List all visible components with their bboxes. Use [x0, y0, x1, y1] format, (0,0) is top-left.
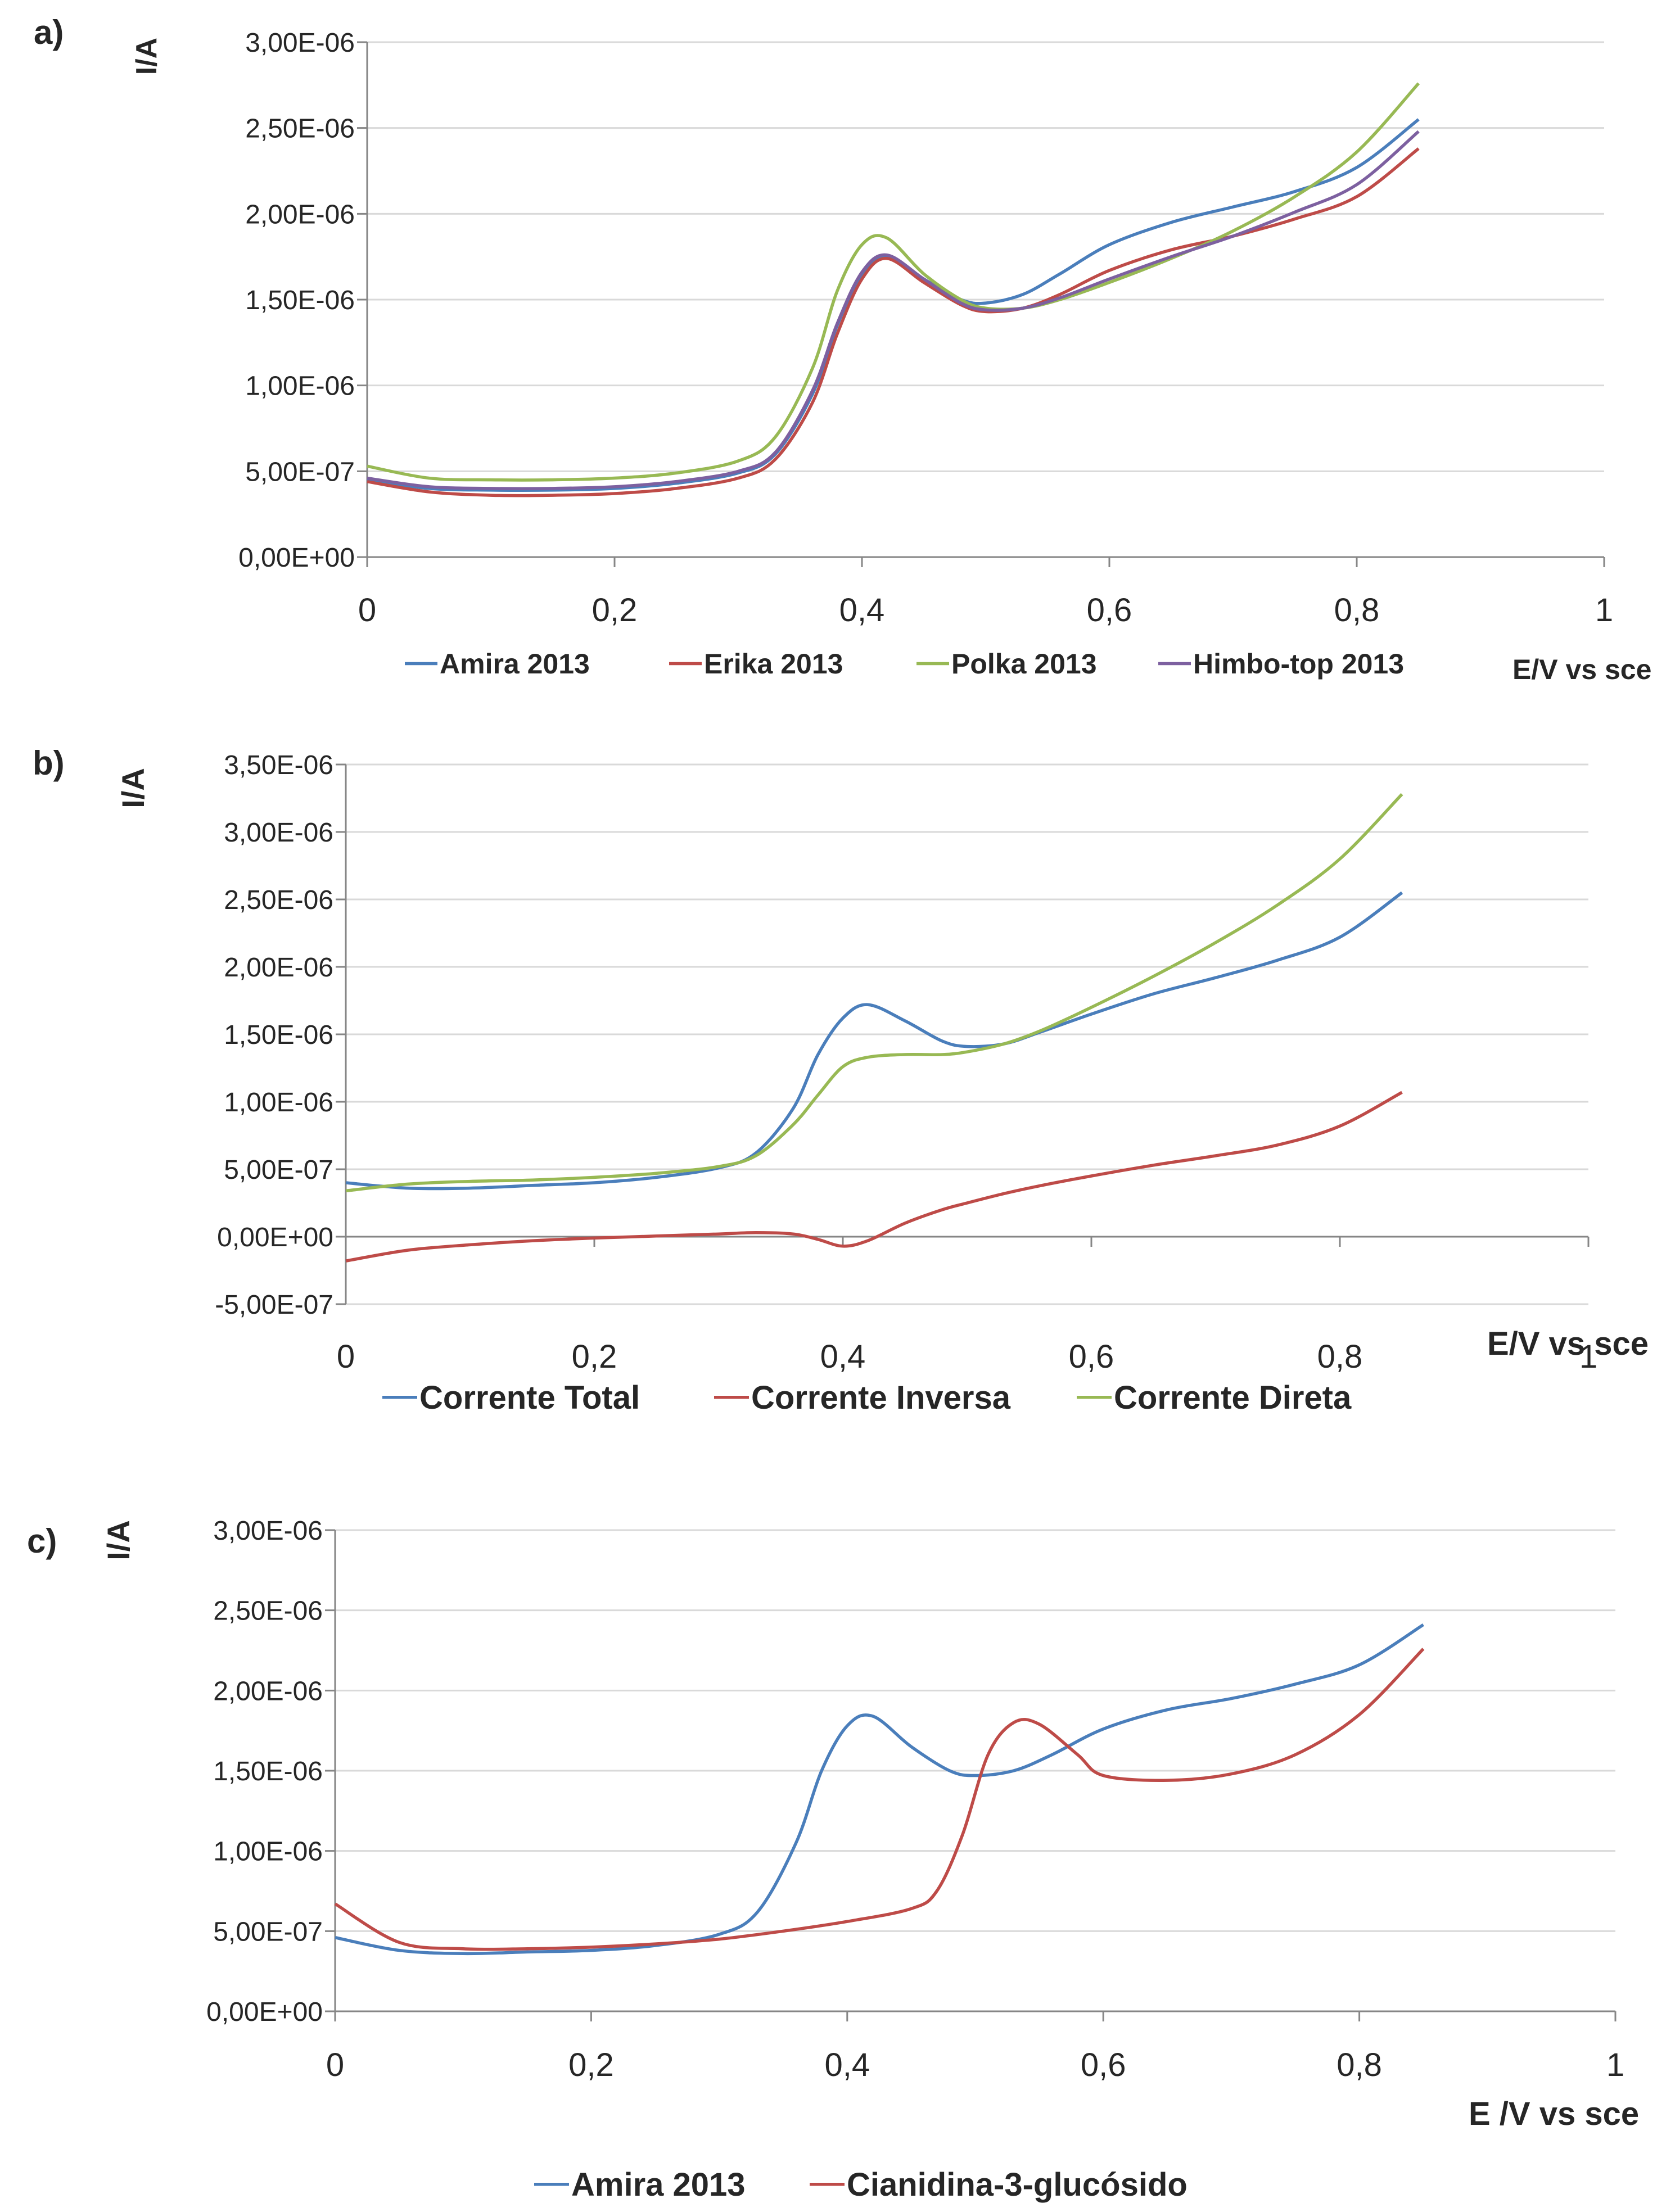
panel-a: a) I/A 0,00E+00 5,00E-07 1,00E-06 1,50E-06 2… [34, 13, 1651, 685]
series-line [345, 891, 1403, 1191]
panel-c-label: c) [27, 1522, 57, 1560]
legend-label: Polka 2013 [951, 648, 1097, 680]
panel-c: c) I/A 0,00E+00 5,00E-07 1,00E-06 1,50E-06 2… [27, 1516, 1639, 2203]
x-tick-label: 0,8 [1334, 592, 1380, 628]
series-line [367, 118, 1420, 492]
x-tick-label: 0,4 [824, 2047, 870, 2083]
y-tick-label: 2,50E-06 [213, 1596, 323, 1626]
y-tick-label: 2,00E-06 [213, 1676, 323, 1706]
series-line [345, 1091, 1403, 1263]
y-tick-label: 1,50E-06 [245, 286, 355, 315]
panel-b-ylabel: I/A [115, 768, 151, 808]
y-tick-label: 5,00E-07 [245, 457, 355, 487]
y-tick-label: 3,00E-06 [213, 1516, 323, 1546]
y-tick-label: 0,00E+00 [238, 543, 355, 573]
y-tick-label: 3,50E-06 [224, 750, 333, 780]
x-tick-label: 1 [1579, 1338, 1597, 1375]
y-tick-label: 2,50E-06 [224, 885, 333, 915]
x-tick-label: 0 [358, 592, 376, 628]
y-tick-label: 1,00E-06 [213, 1837, 323, 1867]
x-tick-label: 0,6 [1087, 592, 1132, 628]
y-tick-label: 3,00E-06 [224, 818, 333, 848]
panel-a-xlabel: E/V vs sce [1512, 654, 1651, 685]
panel-c-xlabel: E /V vs sce [1469, 2096, 1639, 2132]
legend-label: Himbo-top 2013 [1193, 648, 1404, 680]
panel-c-ylabel: I/A [101, 1520, 136, 1560]
panel-b-legend: Corrente Total Corrente Inversa Corrente D… [382, 1379, 1352, 1416]
x-tick-label: 0,6 [1069, 1338, 1114, 1375]
y-tick-label: 1,50E-06 [224, 1020, 333, 1050]
panel-b-plot: -5,00E-07 0,00E+00 5,00E-07 1,00E-06 1,50E-0… [215, 750, 1597, 1375]
x-tick-label: 0,2 [592, 592, 638, 628]
y-tick-label: -5,00E-07 [215, 1290, 333, 1320]
panel-b: b) I/A -5,00E-07 0,00E+00 5,00E-07 1,00E-06… [33, 744, 1649, 1416]
x-tick-label: 1 [1606, 2047, 1624, 2083]
x-tick-label: 0 [326, 2047, 344, 2083]
y-tick-label: 1,50E-06 [213, 1757, 323, 1786]
x-tick-label: 0,8 [1337, 2047, 1382, 2083]
legend-label: Corrente Inversa [751, 1379, 1011, 1416]
x-tick-label: 0,2 [572, 1338, 617, 1375]
series-line [335, 1623, 1424, 1956]
x-tick-label: 0,4 [820, 1338, 866, 1375]
y-tick-label: 1,00E-06 [245, 372, 355, 401]
legend-label: Amira 2013 [440, 648, 590, 680]
x-tick-label: 0 [337, 1338, 355, 1375]
y-tick-label: 5,00E-07 [213, 1917, 323, 1947]
x-tick-label: 1 [1595, 592, 1613, 628]
series-line [367, 82, 1420, 482]
legend-label: Amira 2013 [571, 2166, 746, 2203]
panel-a-ylabel: I/A [130, 38, 163, 75]
legend-label: Corrente Direta [1114, 1379, 1352, 1416]
x-tick-label: 0,6 [1081, 2047, 1126, 2083]
series-line [345, 793, 1403, 1193]
x-tick-label: 0,4 [839, 592, 885, 628]
y-tick-label: 2,50E-06 [245, 114, 355, 144]
y-tick-label: 3,00E-06 [245, 28, 355, 58]
panel-c-legend: Amira 2013 Cianidina-3-glucósido [534, 2166, 1188, 2203]
panel-b-xlabel: E/V vs sce [1487, 1326, 1649, 1362]
x-tick-label: 0,8 [1317, 1338, 1363, 1375]
y-tick-label: 0,00E+00 [206, 1997, 323, 2027]
y-tick-label: 1,00E-06 [224, 1088, 333, 1118]
y-tick-label: 2,00E-06 [224, 953, 333, 983]
series-line [334, 1648, 1425, 1951]
panel-a-label: a) [34, 13, 64, 51]
panel-c-plot: 0,00E+00 5,00E-07 1,00E-06 1,50E-06 2,00E-06… [206, 1516, 1624, 2083]
y-tick-label: 2,00E-06 [245, 200, 355, 229]
legend-label: Erika 2013 [704, 648, 843, 680]
panel-a-legend: Amira 2013 Erika 2013 Polka 2013 Himbo-top … [405, 648, 1404, 680]
x-tick-label: 0,2 [568, 2047, 614, 2083]
legend-label: Cianidina-3-glucósido [847, 2166, 1188, 2203]
panel-b-label: b) [33, 744, 65, 782]
series-line [367, 130, 1420, 490]
panel-a-plot: 0,00E+00 5,00E-07 1,00E-06 1,50E-06 2,00E-06… [238, 28, 1613, 628]
legend-label: Corrente Total [419, 1379, 640, 1416]
y-tick-label: 5,00E-07 [224, 1155, 333, 1185]
y-tick-label: 0,00E+00 [217, 1223, 333, 1252]
